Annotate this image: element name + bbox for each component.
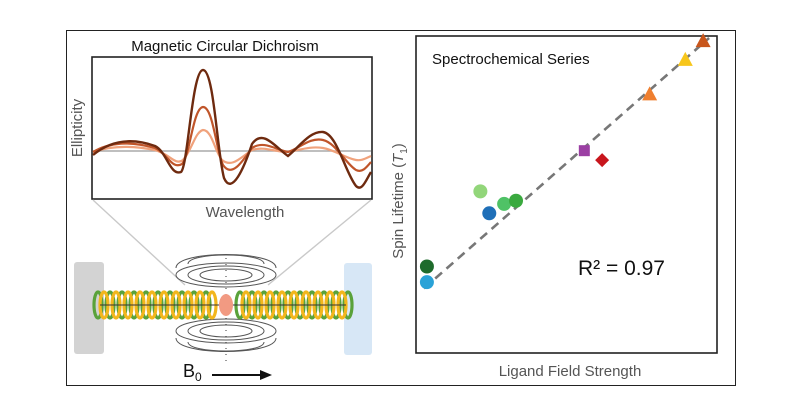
right-electrode: [344, 263, 372, 355]
scatter-point-triangle-9: [677, 51, 693, 66]
mcd-curve-dark: [92, 68, 373, 189]
scatter-point-circle-1: [419, 259, 434, 274]
mcd-title: Magnetic Circular Dichroism: [131, 38, 319, 55]
mcd-plot-box: [91, 56, 373, 200]
mcd-xlabel: Wavelength: [206, 204, 285, 221]
scatter-point-square-6: [578, 145, 590, 157]
scatter-title: Spectrochemical Series: [432, 51, 590, 68]
scatter-point-triangle-8: [642, 86, 658, 101]
scatter-point-circle-2: [482, 206, 497, 221]
scatter-ylabel: Spin Lifetime (T1): [390, 143, 410, 259]
scatter-xlabel: Ligand Field Strength: [499, 363, 642, 380]
scatter-plot-box: [415, 35, 718, 354]
r-squared-annotation: R² = 0.97: [578, 257, 665, 280]
field-label: B0: [183, 361, 202, 384]
scatter-point-circle-4: [497, 196, 512, 211]
scatter-point-triangle-10: [695, 33, 711, 48]
scatter-point-circle-3: [473, 184, 488, 199]
fit-line: [423, 37, 710, 290]
scatter-point-circle-5: [509, 193, 524, 208]
field-arrow-icon: [260, 370, 272, 380]
center-spin: [219, 294, 233, 316]
mcd-ylabel: Ellipticity: [69, 98, 86, 157]
figure-frame: [66, 30, 736, 386]
scatter-point-circle-0: [419, 275, 434, 290]
scatter-points: [419, 33, 711, 290]
field-illustration: B0: [74, 254, 372, 384]
mcd-panel: Magnetic Circular Dichroism Ellipticity …: [69, 38, 373, 286]
helix: [92, 290, 354, 320]
scatter-point-diamond-7: [595, 153, 610, 168]
zoom-line-left: [92, 199, 186, 286]
zoom-line-right: [267, 199, 372, 286]
scatter-panel: Spectrochemical Series Spin Lifetime (T1…: [390, 33, 718, 380]
left-electrode: [74, 262, 104, 354]
